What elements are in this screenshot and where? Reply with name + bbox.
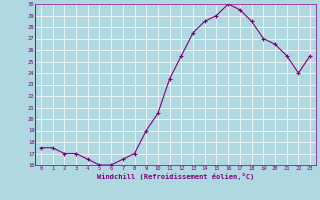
X-axis label: Windchill (Refroidissement éolien,°C): Windchill (Refroidissement éolien,°C) [97,173,254,180]
